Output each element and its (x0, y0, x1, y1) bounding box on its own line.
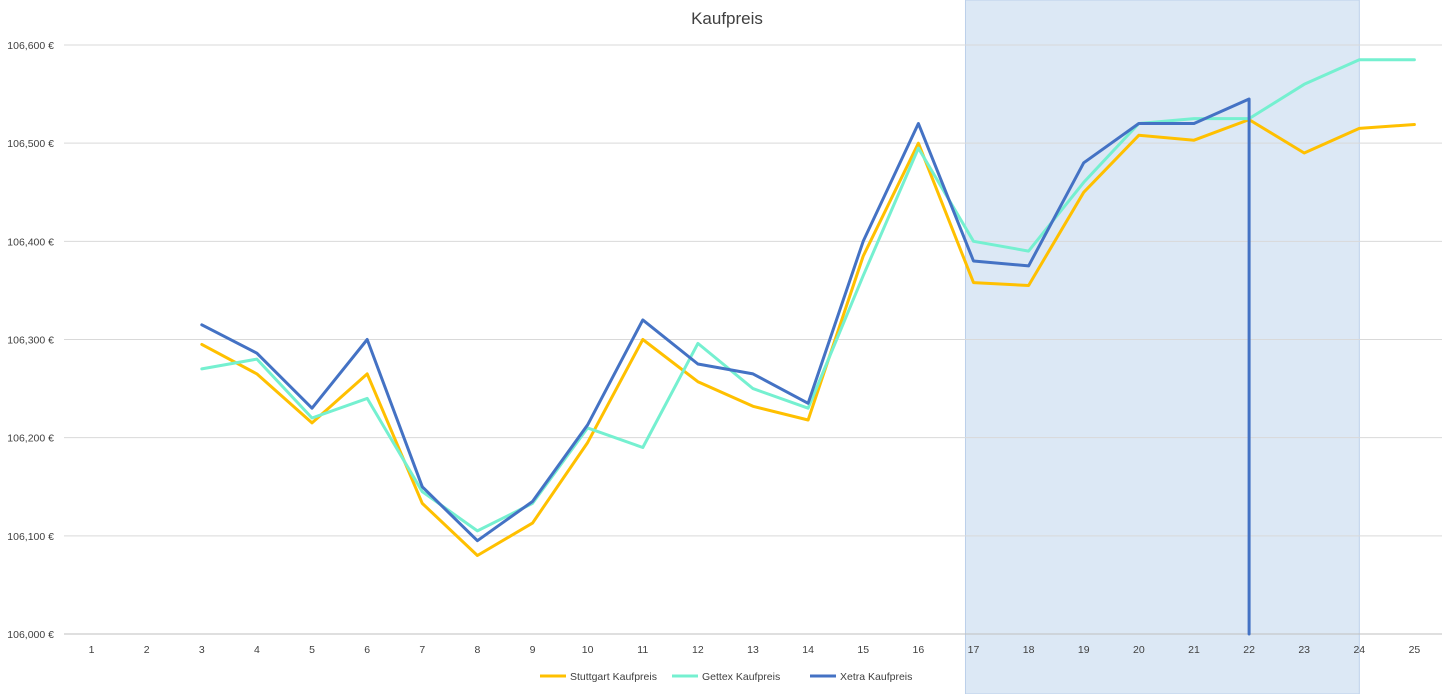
legend-label: Stuttgart Kaufpreis (570, 671, 657, 683)
y-tick-label: 106,200 € (7, 433, 54, 445)
legend-label: Gettex Kaufpreis (702, 671, 780, 683)
x-tick-label: 7 (419, 644, 425, 656)
x-tick-label: 6 (364, 644, 370, 656)
gridlines (64, 44, 1442, 635)
legend: Stuttgart Kaufpreis Gettex Kaufpreis Xetra… (540, 671, 912, 683)
y-tick-label: 106,600 € (7, 40, 54, 52)
x-tick-label: 14 (802, 644, 814, 656)
x-tick-label: 3 (199, 644, 205, 656)
x-tick-label: 24 (1353, 644, 1365, 656)
y-axis-ticks: 106,000 € 106,100 € 106,200 € 106,300 € 106,… (7, 40, 54, 641)
x-tick-label: 5 (309, 644, 315, 656)
x-tick-label: 1 (89, 644, 95, 656)
legend-label: Xetra Kaufpreis (840, 671, 912, 683)
x-axis-ticks: 1 2 3 4 5 6 7 8 9 10 11 12 13 14 15 16 17 18 19 20 21 22 23 24 2… (89, 644, 1421, 656)
series-lines (200, 58, 1416, 636)
x-tick-label: 2 (144, 644, 150, 656)
x-tick-label: 20 (1133, 644, 1145, 656)
series-line (200, 97, 1251, 636)
y-tick-label: 106,400 € (7, 236, 54, 248)
x-tick-label: 11 (637, 644, 648, 656)
chart-title: Kaufpreis (691, 9, 763, 28)
x-tick-label: 19 (1078, 644, 1090, 656)
x-tick-label: 22 (1243, 644, 1255, 656)
x-tick-label: 9 (530, 644, 536, 656)
series-line (200, 58, 1416, 533)
x-tick-label: 10 (582, 644, 594, 656)
y-tick-label: 106,000 € (7, 629, 54, 641)
x-tick-label: 18 (1023, 644, 1035, 656)
x-tick-label: 25 (1409, 644, 1421, 656)
y-tick-label: 106,500 € (7, 138, 54, 150)
x-tick-label: 15 (857, 644, 869, 656)
highlight-band (964, 0, 1360, 694)
x-tick-label: 12 (692, 644, 704, 656)
y-tick-label: 106,100 € (7, 531, 54, 543)
x-tick-label: 16 (913, 644, 925, 656)
x-tick-label: 13 (747, 644, 759, 656)
x-tick-label: 8 (474, 644, 480, 656)
x-tick-label: 17 (968, 644, 980, 656)
x-tick-label: 4 (254, 644, 260, 656)
y-tick-label: 106,300 € (7, 335, 54, 347)
x-tick-label: 23 (1298, 644, 1310, 656)
x-tick-label: 21 (1188, 644, 1200, 656)
